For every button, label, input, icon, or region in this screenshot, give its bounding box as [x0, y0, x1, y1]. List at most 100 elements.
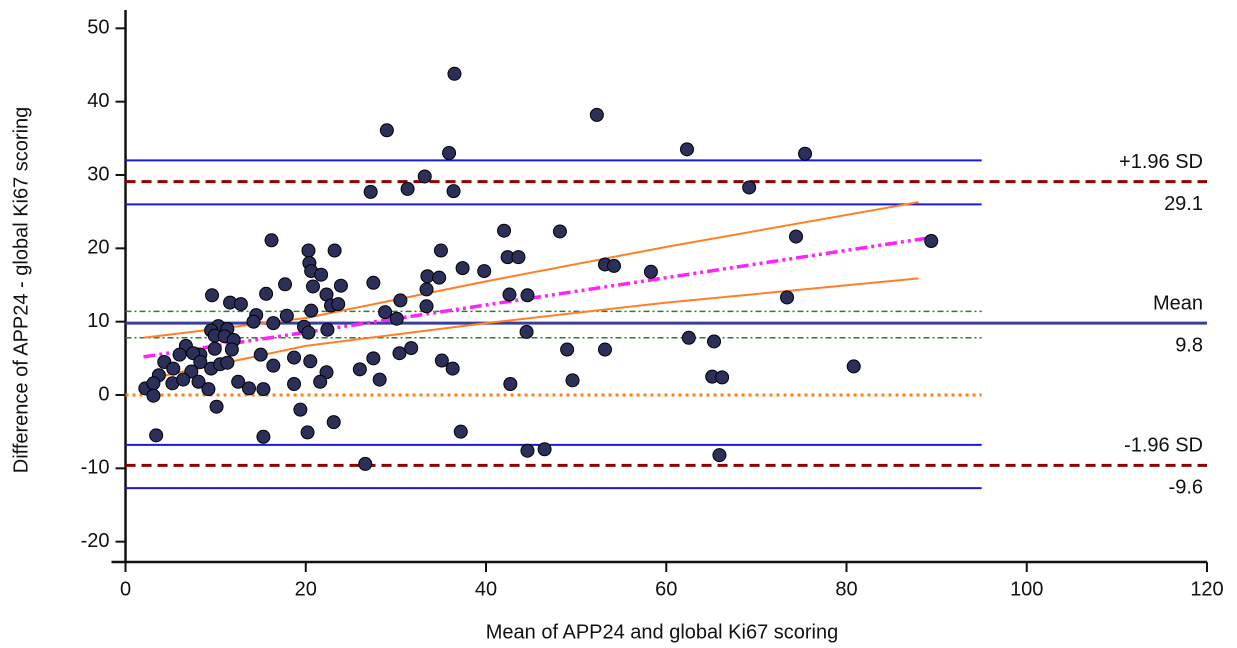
- data-point: [176, 372, 191, 387]
- data-point: [327, 243, 342, 258]
- data-point: [358, 456, 373, 471]
- data-point: [266, 358, 281, 373]
- data-point: [537, 442, 552, 457]
- data-point: [224, 342, 239, 357]
- y-tick-label: 30: [87, 163, 109, 185]
- data-point: [419, 299, 434, 314]
- data-point: [300, 425, 315, 440]
- x-tick-label: 100: [1010, 578, 1043, 600]
- data-point: [789, 229, 804, 244]
- data-point: [253, 347, 268, 362]
- data-point: [715, 370, 730, 385]
- data-point: [780, 290, 795, 305]
- x-tick-label: 0: [120, 578, 131, 600]
- data-point: [378, 305, 393, 320]
- data-point: [193, 355, 208, 369]
- data-point: [519, 324, 534, 339]
- data-point: [266, 316, 281, 331]
- y-tick-label: 10: [87, 310, 109, 332]
- limit-value: -9.6: [1169, 477, 1203, 499]
- data-point: [166, 361, 181, 376]
- data-point: [366, 351, 381, 366]
- data-point: [432, 270, 447, 285]
- data-point: [146, 376, 161, 391]
- data-point: [392, 346, 407, 361]
- data-point: [241, 381, 256, 396]
- data-point: [565, 373, 580, 388]
- x-tick-label: 60: [655, 578, 677, 600]
- data-point: [742, 180, 757, 195]
- data-point: [233, 297, 248, 312]
- data-point: [301, 325, 316, 340]
- data-point: [442, 146, 457, 160]
- data-point: [846, 359, 861, 374]
- data-point: [259, 286, 274, 301]
- data-point: [287, 350, 302, 365]
- data-point: [643, 264, 658, 279]
- data-point: [326, 415, 341, 430]
- data-point: [205, 288, 220, 303]
- data-point: [681, 330, 696, 345]
- limit-value: 29.1: [1164, 193, 1203, 215]
- data-point: [560, 342, 575, 357]
- data-point: [389, 311, 404, 326]
- data-point: [363, 184, 378, 199]
- data-point: [511, 250, 526, 265]
- limit-label: +1.96 SD: [1119, 151, 1203, 173]
- data-point: [372, 372, 387, 387]
- data-point: [606, 258, 621, 273]
- data-point: [320, 322, 335, 337]
- data-point: [589, 107, 604, 122]
- data-point: [924, 234, 939, 248]
- data-point: [477, 264, 492, 279]
- data-point: [301, 243, 316, 258]
- limit-label: -1.96 SD: [1124, 435, 1203, 457]
- regression-line: [143, 236, 928, 359]
- y-tick-label: 0: [98, 383, 109, 405]
- data-point: [246, 314, 261, 329]
- data-point: [264, 233, 279, 248]
- data-point: [404, 341, 419, 356]
- data-point: [220, 355, 235, 370]
- data-point: [597, 342, 612, 357]
- data-point: [331, 297, 346, 312]
- data-point: [379, 123, 394, 138]
- data-point: [520, 443, 535, 458]
- x-tick-label: 20: [295, 578, 317, 600]
- data-point: [279, 308, 294, 323]
- data-point: [304, 303, 319, 318]
- data-point: [393, 293, 408, 308]
- data-point: [305, 279, 320, 294]
- y-tick-label: -10: [81, 457, 110, 479]
- x-tick-label: 40: [475, 578, 497, 600]
- data-point: [256, 429, 271, 444]
- data-point: [333, 278, 348, 293]
- data-point: [445, 361, 460, 376]
- data-point: [707, 334, 722, 349]
- data-point: [679, 142, 694, 157]
- data-point: [191, 374, 206, 389]
- data-point: [201, 382, 216, 397]
- x-axis-title: Mean of APP24 and global Ki67 scoring: [486, 621, 838, 643]
- data-point: [434, 353, 449, 368]
- data-point: [420, 269, 435, 284]
- y-tick-label: 20: [87, 237, 109, 259]
- data-point: [712, 448, 727, 463]
- data-point: [231, 374, 246, 389]
- data-point: [497, 223, 512, 238]
- data-point: [419, 282, 434, 297]
- y-tick-label: 40: [87, 90, 109, 112]
- x-tick-label: 120: [1190, 578, 1223, 600]
- y-axis-title: Difference of APP24 - global Ki67 scorin…: [10, 107, 32, 474]
- data-point: [287, 377, 302, 391]
- data-point: [400, 181, 415, 196]
- data-point: [172, 347, 187, 362]
- data-point: [256, 382, 271, 397]
- data-point: [503, 377, 518, 391]
- y-tick-label: -20: [81, 530, 110, 552]
- data-point: [433, 243, 448, 258]
- data-point: [552, 224, 567, 239]
- data-point: [209, 399, 224, 414]
